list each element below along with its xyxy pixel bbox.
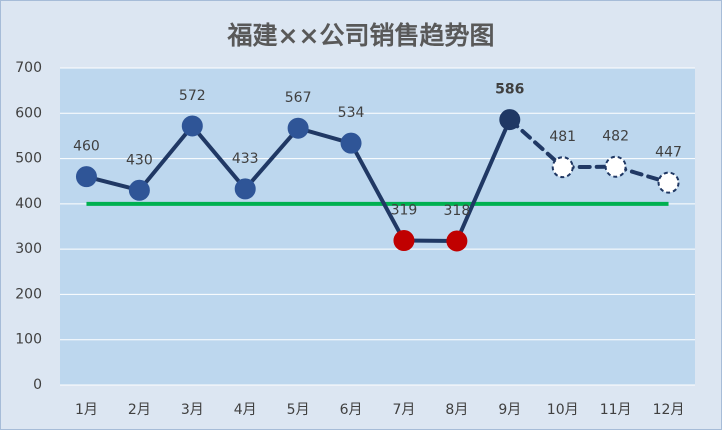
data-label: 433 (232, 151, 259, 167)
data-label: 319 (391, 203, 418, 219)
y-tick-label: 500 (15, 151, 42, 167)
data-label: 482 (602, 129, 629, 145)
chart-title: 福建××公司销售趋势图 (227, 21, 495, 50)
marker (341, 133, 361, 153)
data-label: 534 (338, 105, 365, 121)
y-tick-label: 600 (15, 105, 42, 121)
plot-area (60, 68, 695, 385)
marker (447, 231, 467, 251)
marker (182, 116, 202, 136)
x-tick-label: 1月 (75, 402, 98, 418)
x-tick-label: 6月 (340, 402, 363, 418)
marker (288, 118, 308, 138)
y-tick-label: 700 (15, 60, 42, 76)
x-tick-label: 10月 (547, 402, 579, 418)
y-tick-label: 200 (15, 286, 42, 302)
y-tick-label: 400 (15, 196, 42, 212)
marker (394, 231, 414, 251)
x-tick-label: 3月 (181, 402, 204, 418)
data-label: 318 (444, 203, 471, 219)
x-tick-label: 12月 (653, 402, 685, 418)
x-tick-label: 7月 (392, 402, 415, 418)
x-tick-label: 8月 (445, 402, 468, 418)
marker (76, 167, 96, 187)
data-label: 447 (655, 145, 682, 161)
data-label: 481 (549, 129, 576, 145)
y-tick-label: 100 (15, 332, 42, 348)
data-label: 430 (126, 152, 153, 168)
data-label: 572 (179, 88, 206, 104)
x-tick-label: 11月 (600, 402, 632, 418)
data-label: 460 (73, 139, 100, 155)
x-tick-label: 5月 (287, 402, 310, 418)
marker (553, 157, 573, 177)
data-label: 567 (285, 90, 312, 106)
x-tick-label: 2月 (128, 402, 151, 418)
y-tick-label: 0 (33, 377, 42, 393)
data-label: 586 (495, 82, 524, 98)
marker (659, 173, 679, 193)
marker (129, 180, 149, 200)
y-tick-label: 300 (15, 241, 42, 257)
x-tick-label: 9月 (498, 402, 521, 418)
x-tick-label: 4月 (234, 402, 257, 418)
marker (500, 110, 520, 130)
marker (235, 179, 255, 199)
marker (606, 157, 626, 177)
